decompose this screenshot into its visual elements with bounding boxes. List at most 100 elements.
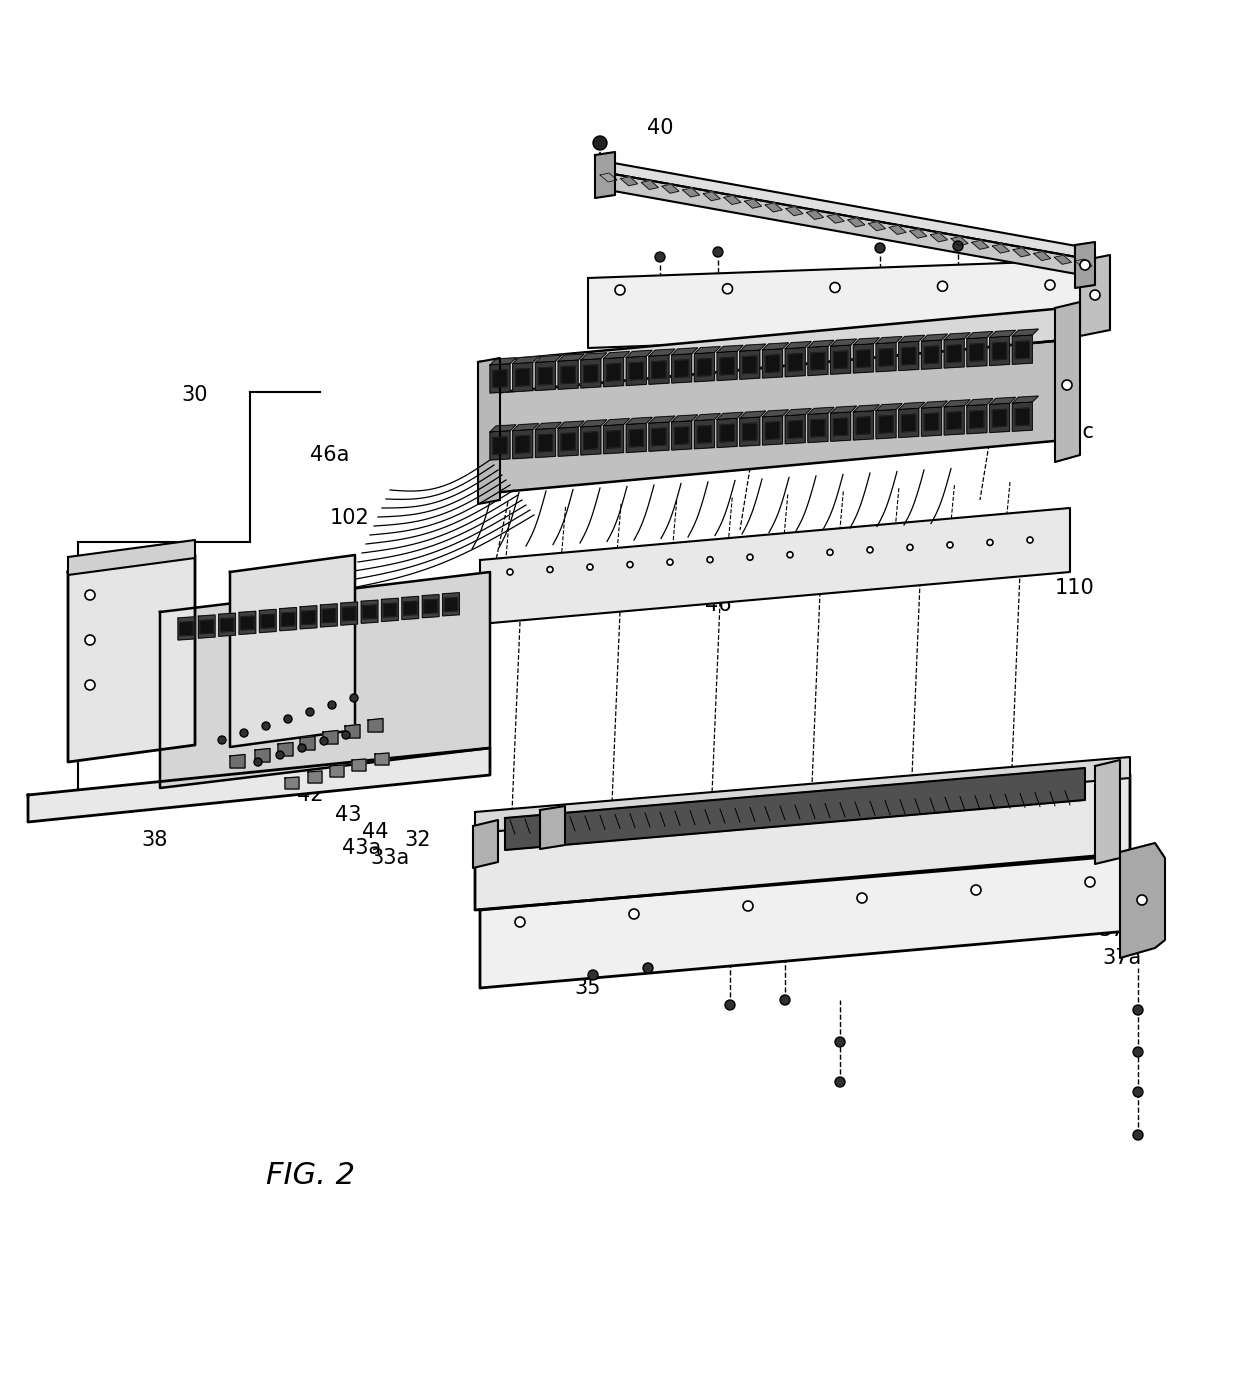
Polygon shape bbox=[538, 434, 552, 452]
Polygon shape bbox=[990, 403, 1009, 432]
Polygon shape bbox=[621, 177, 637, 186]
Polygon shape bbox=[833, 419, 848, 435]
Circle shape bbox=[867, 547, 873, 553]
Polygon shape bbox=[558, 427, 578, 456]
Polygon shape bbox=[558, 353, 584, 362]
Circle shape bbox=[86, 635, 95, 644]
Circle shape bbox=[507, 570, 513, 575]
Polygon shape bbox=[1016, 341, 1029, 359]
Polygon shape bbox=[580, 420, 606, 427]
Circle shape bbox=[515, 918, 525, 927]
Polygon shape bbox=[512, 363, 533, 392]
Polygon shape bbox=[200, 620, 213, 633]
Polygon shape bbox=[947, 412, 961, 430]
Polygon shape bbox=[580, 359, 601, 388]
Text: 110: 110 bbox=[1055, 578, 1095, 597]
Polygon shape bbox=[475, 757, 1130, 833]
Polygon shape bbox=[604, 419, 630, 426]
Text: 43: 43 bbox=[335, 805, 361, 825]
Text: 46a: 46a bbox=[310, 445, 350, 464]
Polygon shape bbox=[580, 426, 601, 455]
Polygon shape bbox=[490, 363, 510, 394]
Polygon shape bbox=[921, 340, 941, 369]
Polygon shape bbox=[595, 152, 615, 198]
Polygon shape bbox=[322, 730, 339, 744]
Polygon shape bbox=[539, 807, 565, 850]
Circle shape bbox=[644, 963, 653, 973]
Circle shape bbox=[277, 751, 284, 760]
Circle shape bbox=[1027, 536, 1033, 543]
Text: 47: 47 bbox=[525, 568, 552, 588]
Polygon shape bbox=[538, 367, 552, 385]
Polygon shape bbox=[179, 617, 195, 640]
Polygon shape bbox=[808, 346, 828, 376]
Polygon shape bbox=[990, 337, 1009, 366]
Polygon shape bbox=[947, 345, 961, 362]
Polygon shape bbox=[740, 351, 760, 380]
Polygon shape bbox=[899, 341, 919, 370]
Polygon shape bbox=[875, 403, 901, 410]
Polygon shape bbox=[806, 211, 823, 219]
Polygon shape bbox=[68, 541, 195, 575]
Polygon shape bbox=[626, 351, 652, 358]
Polygon shape bbox=[848, 218, 864, 227]
Polygon shape bbox=[743, 423, 756, 441]
Polygon shape bbox=[694, 420, 714, 449]
Polygon shape bbox=[505, 768, 1085, 850]
Circle shape bbox=[627, 561, 632, 568]
Circle shape bbox=[629, 909, 639, 919]
Polygon shape bbox=[879, 348, 893, 366]
Polygon shape bbox=[403, 602, 417, 615]
Text: 46: 46 bbox=[704, 595, 732, 615]
Circle shape bbox=[906, 545, 913, 550]
Polygon shape bbox=[490, 424, 516, 432]
Polygon shape bbox=[649, 355, 668, 384]
Polygon shape bbox=[811, 352, 825, 370]
Polygon shape bbox=[789, 420, 802, 438]
Circle shape bbox=[218, 736, 226, 744]
Polygon shape bbox=[255, 748, 270, 762]
Polygon shape bbox=[1055, 302, 1080, 462]
Polygon shape bbox=[967, 405, 987, 434]
Polygon shape bbox=[308, 771, 322, 783]
Circle shape bbox=[284, 715, 291, 723]
Polygon shape bbox=[992, 409, 1007, 427]
Polygon shape bbox=[477, 358, 500, 505]
Polygon shape bbox=[857, 417, 870, 434]
Circle shape bbox=[342, 730, 350, 739]
Polygon shape bbox=[744, 200, 761, 208]
Polygon shape bbox=[1012, 396, 1038, 403]
Polygon shape bbox=[717, 351, 737, 381]
Polygon shape bbox=[910, 229, 926, 238]
Polygon shape bbox=[672, 414, 698, 421]
Polygon shape bbox=[626, 417, 652, 424]
Polygon shape bbox=[280, 607, 296, 631]
Polygon shape bbox=[944, 406, 965, 435]
Polygon shape bbox=[972, 240, 988, 249]
Polygon shape bbox=[320, 604, 337, 626]
Text: 38: 38 bbox=[141, 830, 169, 850]
Polygon shape bbox=[516, 369, 529, 387]
Polygon shape bbox=[443, 593, 459, 615]
Polygon shape bbox=[990, 330, 1016, 338]
Text: 87: 87 bbox=[707, 812, 733, 832]
Polygon shape bbox=[558, 421, 584, 428]
Polygon shape bbox=[765, 202, 782, 212]
Polygon shape bbox=[580, 353, 606, 360]
Polygon shape bbox=[672, 348, 698, 355]
Text: 42: 42 bbox=[296, 784, 324, 805]
Polygon shape bbox=[1034, 251, 1050, 261]
Polygon shape bbox=[1075, 243, 1095, 288]
Polygon shape bbox=[588, 261, 1090, 348]
Polygon shape bbox=[743, 356, 756, 374]
Polygon shape bbox=[262, 614, 274, 628]
Polygon shape bbox=[990, 398, 1016, 405]
Polygon shape bbox=[763, 416, 782, 445]
Circle shape bbox=[262, 722, 270, 730]
Polygon shape bbox=[930, 233, 947, 241]
Polygon shape bbox=[1012, 328, 1038, 337]
Polygon shape bbox=[765, 421, 780, 439]
Polygon shape bbox=[301, 611, 315, 625]
Circle shape bbox=[954, 241, 963, 251]
Polygon shape bbox=[285, 778, 299, 789]
